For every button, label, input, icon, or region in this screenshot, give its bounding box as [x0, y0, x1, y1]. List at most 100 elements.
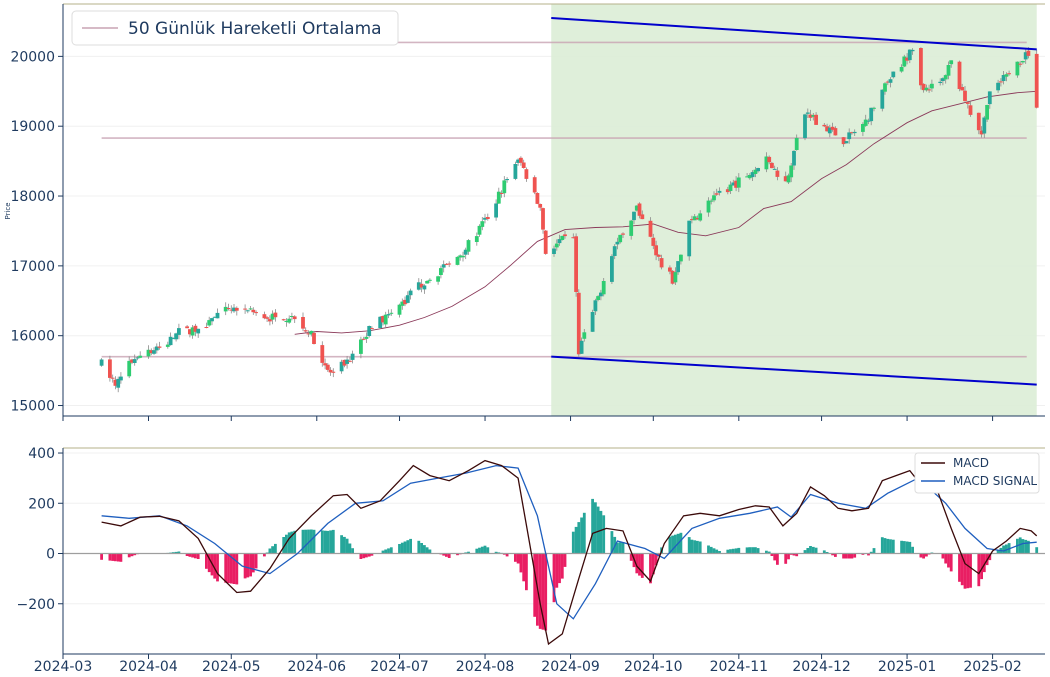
macd-histogram-bar	[541, 553, 545, 630]
macd-histogram-bar	[307, 529, 310, 554]
candle-body	[670, 270, 675, 284]
candle-body	[422, 285, 427, 290]
candle-body	[753, 169, 758, 174]
candle-body	[736, 177, 741, 188]
macd-histogram-bar	[216, 553, 219, 582]
candle-body	[505, 179, 509, 181]
candle-body	[135, 357, 140, 359]
macd-histogram-bar	[130, 553, 134, 557]
macd-histogram-bar	[825, 552, 829, 554]
macd-histogram-bar	[301, 529, 305, 554]
candle-body	[621, 233, 625, 235]
candle-body	[1007, 73, 1011, 75]
candle-body	[248, 308, 253, 310]
macd-histogram-bar	[958, 553, 961, 582]
macd-histogram-bar	[293, 530, 297, 554]
macd-histogram-bar	[773, 553, 777, 561]
candle-body	[982, 117, 987, 134]
candle-body	[910, 49, 915, 52]
candle-body	[880, 89, 885, 109]
macd-histogram-bar	[792, 553, 796, 556]
candle-body	[168, 336, 173, 346]
macd-histogram-bar	[312, 529, 316, 554]
candle-body	[273, 312, 278, 318]
macd-histogram-bar	[850, 553, 854, 559]
candle-body	[714, 193, 719, 195]
candle-body	[193, 325, 198, 332]
macd-histogram-bar	[687, 537, 691, 554]
candle-body	[483, 217, 487, 220]
candle-body	[359, 339, 363, 354]
candle-body	[455, 256, 460, 265]
macd-histogram-bar	[486, 547, 490, 554]
macd-histogram-bar	[787, 553, 790, 560]
candle-body	[389, 312, 394, 314]
candle-body	[428, 279, 432, 281]
candle-body	[262, 314, 267, 319]
candle-body	[386, 314, 391, 316]
candle-body	[110, 377, 115, 379]
price-y-tick-label: 15000	[10, 399, 55, 415]
macd-histogram-bar	[1018, 537, 1022, 554]
candle-body	[1023, 52, 1028, 60]
macd-histogram-bar	[861, 553, 865, 555]
candle-body	[976, 112, 981, 131]
candle-body	[331, 371, 336, 373]
macd-histogram-bar	[365, 553, 368, 558]
macd-y-tick-label: 0	[46, 547, 55, 563]
price-y-axis-label: Price	[4, 202, 12, 219]
macd-histogram-bar	[351, 548, 354, 554]
macd-histogram-bar	[326, 530, 330, 554]
macd-histogram-bar	[127, 553, 131, 558]
macd-histogram-bar	[108, 553, 112, 561]
macd-histogram-bar	[944, 553, 948, 564]
candle-body	[632, 211, 636, 221]
candle-body	[852, 131, 857, 134]
candle-body	[243, 308, 247, 310]
macd-histogram-bar	[668, 536, 672, 554]
macd-histogram-bar	[174, 551, 178, 554]
candle-body	[165, 344, 170, 347]
macd-histogram-bar	[947, 553, 950, 568]
candle-body	[174, 333, 178, 340]
candle-body	[844, 141, 849, 144]
candle-body	[543, 230, 548, 254]
macd-histogram-bar	[726, 549, 730, 554]
candle-body	[899, 67, 904, 72]
candle-body	[943, 75, 948, 80]
candle-body	[747, 175, 752, 179]
candle-body	[149, 350, 154, 354]
macd-histogram-bar	[756, 548, 760, 554]
candle-body	[348, 360, 352, 362]
macd-histogram-bar	[922, 553, 925, 559]
macd-histogram-bar	[803, 550, 807, 554]
macd-histogram-bar	[340, 535, 343, 554]
candle-body	[692, 216, 697, 221]
macd-legend-box	[914, 452, 1040, 494]
candle-body	[306, 333, 311, 335]
candle-body	[946, 65, 951, 76]
price-y-tick-label: 17000	[10, 259, 55, 275]
candle-body	[960, 87, 965, 91]
macd-y-tick-label: 400	[28, 446, 55, 462]
macd-histogram-bar	[409, 538, 412, 554]
macd-histogram-bar	[263, 553, 266, 557]
macd-histogram-bar	[671, 535, 674, 554]
macd-histogram-bar	[674, 534, 677, 554]
candle-body	[673, 272, 678, 283]
candle-body	[408, 290, 413, 296]
candle-body	[223, 306, 228, 312]
candle-body	[496, 191, 501, 204]
macd-histogram-bar	[320, 530, 324, 554]
macd-histogram-bar	[494, 551, 498, 554]
macd-histogram-bar	[577, 522, 581, 554]
candle-body	[532, 177, 537, 193]
candle-body	[416, 282, 421, 290]
candle-body	[987, 91, 992, 105]
candle-body	[251, 309, 256, 313]
price-panel: 15000 16000 17000 18000 19000 20000 Price 50 …	[4, 3, 1045, 421]
candle-body	[127, 360, 132, 377]
macd-histogram-bar	[505, 553, 509, 557]
candle-body	[419, 283, 424, 288]
